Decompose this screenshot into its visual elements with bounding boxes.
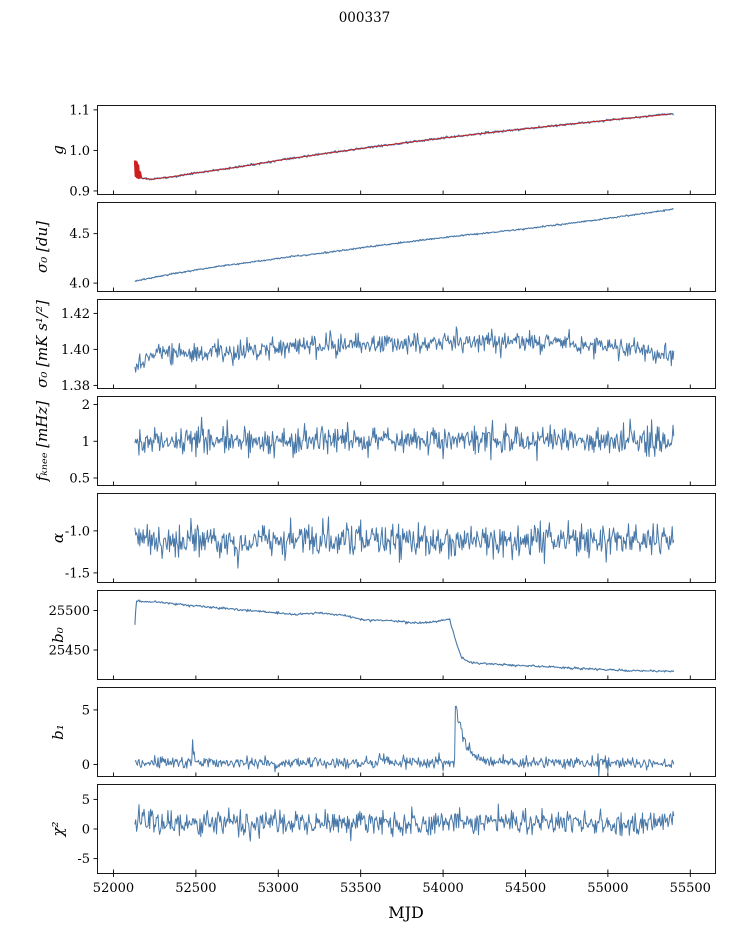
chart-fknee: 210.5: [69, 396, 716, 487]
subplot-b0: b₀ 25450 25500: [0, 590, 729, 680]
subplot-sigma0-du: σ₀ [du] 4.0 4.5: [0, 202, 729, 292]
svg-text:54000: 54000: [422, 881, 463, 896]
svg-text:54500: 54500: [505, 881, 546, 896]
svg-text:1.0: 1.0: [69, 144, 90, 159]
svg-text:4.0: 4.0: [69, 277, 90, 292]
svg-text:53500: 53500: [340, 881, 381, 896]
svg-text:53000: 53000: [258, 881, 299, 896]
svg-text:-5: -5: [77, 852, 90, 867]
subplot-chi2: χ² 5 0 -5 52000 52500 53000 53500 54000 54500 550…: [0, 784, 729, 904]
svg-text:1.1: 1.1: [69, 103, 90, 118]
svg-text:-1.5: -1.5: [65, 566, 90, 581]
svg-text:55500: 55500: [670, 881, 711, 896]
svg-text:0.9: 0.9: [69, 184, 90, 199]
svg-text:55000: 55000: [587, 881, 628, 896]
svg-text:2: 2: [82, 398, 90, 413]
chart-b0: 25450 25500: [49, 590, 716, 680]
subplot-alpha: α -1.0 -1.5: [0, 493, 729, 583]
subplot-sigma0-mk: σ₀ [mK s¹/²] 1.38 1.40 1.42: [0, 299, 729, 394]
svg-text:-1.0: -1.0: [65, 524, 90, 539]
chart-b1: 05: [82, 687, 716, 777]
subplot-gain: g 0.9 1.0 1.1: [0, 103, 729, 199]
x-axis-label: MJD: [388, 903, 424, 922]
svg-text:52500: 52500: [175, 881, 216, 896]
chart-gain: 0.9 1.0 1.1: [69, 103, 716, 199]
chart-sigma0-du: 4.0 4.5: [69, 202, 716, 292]
svg-text:0: 0: [82, 823, 90, 838]
svg-text:1: 1: [82, 435, 90, 450]
svg-text:1.40: 1.40: [61, 343, 90, 358]
svg-text:0: 0: [82, 758, 90, 773]
chart-alpha: -1.0 -1.5: [65, 493, 716, 583]
svg-text:1.42: 1.42: [61, 307, 90, 322]
svg-text:4.5: 4.5: [69, 227, 90, 242]
svg-text:52000: 52000: [93, 881, 134, 896]
svg-text:5: 5: [82, 703, 90, 718]
svg-text:5: 5: [82, 793, 90, 808]
svg-text:0.5: 0.5: [69, 472, 90, 487]
subplot-fknee: fₖₙₑₑ [mHz] 2 1 0.5: [0, 396, 729, 487]
figure-title: 000337: [338, 10, 391, 26]
chart-sigma0-mk: 1.38 1.40 1.42: [61, 299, 716, 394]
svg-text:25500: 25500: [49, 604, 90, 619]
svg-text:1.38: 1.38: [61, 379, 90, 394]
svg-text:25450: 25450: [49, 644, 90, 659]
